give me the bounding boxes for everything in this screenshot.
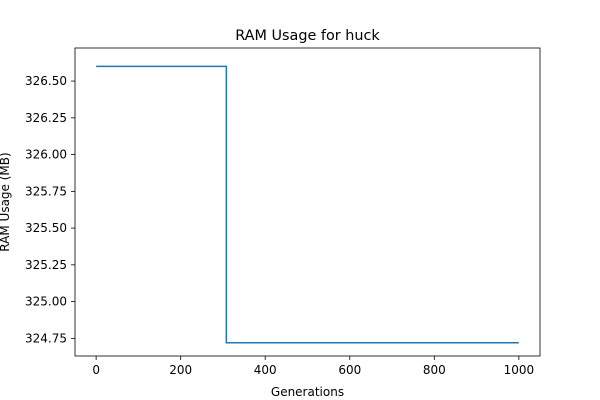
x-tick-label: 0 — [92, 363, 100, 377]
y-tick-label: 324.75 — [25, 331, 67, 345]
y-tick-label: 326.50 — [25, 74, 67, 88]
x-tick-label: 400 — [254, 363, 277, 377]
plot-frame — [74, 47, 541, 357]
x-axis-ticks: 0 200 400 600 800 1000 — [92, 356, 534, 377]
y-tick-label: 325.75 — [25, 184, 67, 198]
y-axis-label: RAM Usage (MB) — [0, 152, 12, 251]
x-tick-label: 800 — [423, 363, 446, 377]
x-tick-label: 200 — [169, 363, 192, 377]
y-tick-label: 326.25 — [25, 111, 67, 125]
x-axis-label: Generations — [271, 385, 344, 399]
y-tick-label: 325.25 — [25, 258, 67, 272]
y-tick-label: 326.00 — [25, 148, 67, 162]
x-tick-label: 600 — [338, 363, 361, 377]
y-tick-label: 325.00 — [25, 295, 67, 309]
plot-area — [96, 65, 519, 344]
series-line-0 — [96, 65, 519, 344]
y-axis-ticks: 324.75 325.00 325.25 325.50 325.75 326.00 326.… — [25, 74, 75, 345]
chart-title: RAM Usage for huck — [235, 28, 380, 44]
x-tick-label: 1000 — [504, 363, 535, 377]
y-tick-label: 325.50 — [25, 221, 67, 235]
